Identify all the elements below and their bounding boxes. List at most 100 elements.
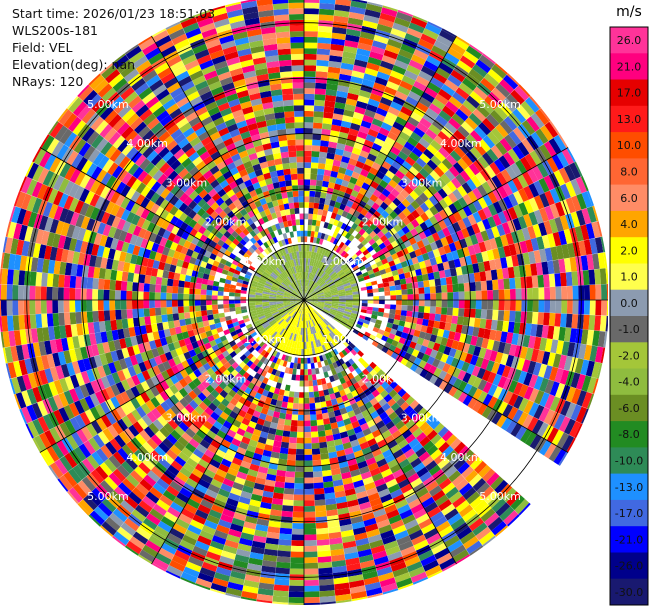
ppi-gate	[463, 282, 471, 292]
ppi-gate	[352, 305, 360, 309]
ppi-gate	[389, 126, 402, 137]
ppi-gate	[357, 417, 367, 426]
ppi-gate	[544, 443, 557, 459]
ppi-gate	[586, 377, 597, 394]
ppi-gate	[569, 328, 578, 343]
ppi-gate	[304, 110, 314, 117]
ppi-gate	[382, 449, 393, 459]
ppi-gate	[343, 313, 351, 318]
ppi-gate	[364, 109, 376, 119]
ppi-gate	[502, 487, 517, 503]
ppi-gate	[407, 288, 414, 295]
ppi-gate	[348, 227, 355, 235]
ppi-gate	[374, 256, 381, 264]
ppi-gate	[447, 292, 454, 300]
ppi-gate	[581, 208, 592, 225]
ppi-gate	[466, 453, 479, 466]
ppi-gate	[332, 298, 340, 300]
ppi-gate	[388, 280, 396, 287]
ppi-gate	[361, 376, 370, 384]
ppi-gate	[440, 337, 449, 346]
ppi-gate	[328, 363, 335, 371]
ppi-gate	[327, 351, 333, 359]
ppi-gate	[422, 252, 430, 261]
ppi-gate	[429, 215, 439, 226]
ppi-gate	[284, 419, 292, 426]
ppi-gate	[461, 227, 470, 239]
ppi-gate	[435, 300, 442, 308]
ppi-gate	[547, 260, 555, 275]
ppi-gate	[419, 368, 429, 379]
ppi-gate	[420, 65, 436, 77]
ppi-gate	[291, 545, 304, 552]
ppi-gate	[330, 339, 337, 347]
ppi-gate	[502, 267, 510, 279]
ppi-gate	[334, 391, 342, 399]
ppi-gate	[355, 100, 368, 110]
ppi-gate	[326, 358, 333, 365]
ppi-gate	[344, 232, 352, 240]
ppi-gate	[363, 319, 370, 325]
ppi-gate	[155, 284, 162, 293]
ppi-gate	[304, 449, 313, 455]
ppi-gate	[384, 326, 392, 333]
ppi-gate	[304, 300, 310, 305]
ppi-gate	[468, 163, 480, 176]
ppi-gate	[398, 424, 409, 435]
ppi-gate	[327, 72, 340, 80]
ppi-gate	[503, 510, 519, 526]
ppi-gate	[433, 202, 444, 213]
ppi-gate	[304, 8, 319, 15]
ppi-gate	[308, 391, 315, 398]
ppi-gate	[381, 258, 389, 265]
ppi-gate	[304, 300, 306, 307]
ppi-gate	[330, 307, 338, 311]
ppi-gate	[52, 300, 59, 314]
ppi-gate	[487, 371, 497, 384]
ppi-gate	[487, 516, 503, 531]
ppi-gate	[437, 360, 446, 371]
ppi-gate	[340, 319, 348, 325]
ppi-gate	[475, 300, 482, 310]
ppi-gate	[574, 161, 583, 177]
ppi-gate	[304, 65, 317, 72]
ppi-gate	[346, 345, 354, 352]
ppi-gate	[304, 167, 311, 174]
ppi-gate	[201, 283, 208, 290]
ppi-gate	[308, 251, 312, 259]
ppi-gate	[499, 506, 515, 521]
ppi-gate	[444, 52, 460, 65]
ppi-gate	[376, 206, 385, 215]
ppi-gate	[539, 440, 552, 456]
ppi-gate	[321, 344, 327, 353]
ppi-gate	[491, 521, 507, 536]
ppi-gate	[387, 318, 395, 324]
ppi-gate	[548, 445, 562, 462]
ppi-gate	[309, 280, 313, 288]
ppi-gate	[415, 101, 429, 113]
ppi-gate	[387, 276, 395, 282]
ppi-gate	[440, 237, 449, 247]
ppi-gate	[311, 298, 318, 300]
ppi-gate	[543, 274, 550, 288]
ppi-gate	[316, 305, 324, 309]
ppi-gate	[419, 246, 428, 255]
ppi-gate	[35, 272, 43, 287]
ppi-gate	[561, 435, 575, 452]
ppi-gate	[494, 351, 504, 364]
ppi-gate	[320, 192, 327, 199]
ppi-gate	[502, 321, 510, 333]
ppi-gate	[481, 181, 493, 194]
ppi-gate	[390, 28, 407, 39]
ppi-gate	[283, 488, 295, 495]
ppi-gate	[420, 212, 430, 222]
ppi-gate	[315, 516, 328, 523]
ppi-gate	[364, 262, 371, 269]
ppi-gate	[367, 185, 376, 194]
ppi-gate	[431, 181, 442, 192]
ppi-gate	[345, 98, 358, 107]
ppi-gate	[329, 393, 336, 400]
ppi-gate	[413, 403, 424, 414]
ppi-gate	[319, 238, 324, 245]
ppi-gate	[494, 258, 502, 270]
